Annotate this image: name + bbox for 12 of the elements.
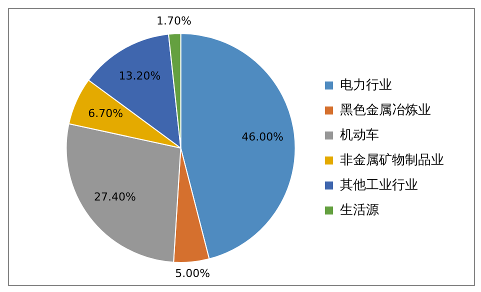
data-label: 5.00%	[175, 266, 210, 280]
data-label: 1.70%	[156, 14, 192, 28]
legend-label: 其他工业行业	[340, 178, 418, 193]
legend-label: 电力行业	[340, 78, 392, 93]
legend-label: 生活源	[340, 202, 379, 218]
legend-label: 黑色金属冶炼业	[340, 102, 431, 118]
data-label: 46.00%	[242, 130, 284, 144]
data-label: 27.40%	[94, 190, 136, 204]
data-label: 13.20%	[118, 69, 161, 82]
legend-label: 非金属矿物制品业	[340, 152, 444, 168]
data-label: 6.70%	[88, 106, 124, 120]
legend-label: 机动车	[340, 128, 379, 143]
